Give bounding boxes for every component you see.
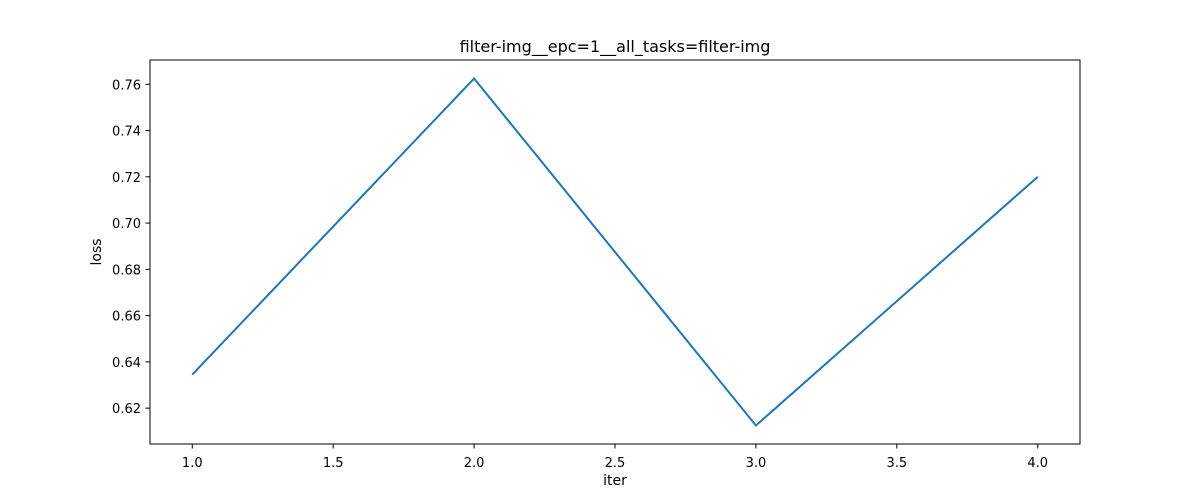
series-line bbox=[191, 76, 1039, 427]
y-axis-label: loss bbox=[89, 238, 105, 265]
y-tick-label: 0.70 bbox=[112, 217, 141, 232]
x-tick-label: 3.5 bbox=[886, 456, 907, 471]
x-tick-label: 3.0 bbox=[746, 456, 767, 471]
y-tick-label: 0.74 bbox=[112, 125, 141, 140]
x-axis: 1.0 1.5 2.0 2.5 3.0 3.5 4.0 bbox=[182, 444, 1048, 471]
x-tick-label: 1.0 bbox=[182, 456, 203, 471]
x-tick-label: 2.5 bbox=[605, 456, 626, 471]
series-layer bbox=[191, 76, 1039, 427]
x-axis-label: iter bbox=[603, 473, 627, 489]
chart-title: filter-img__epc=1__all_tasks=filter-img bbox=[460, 37, 771, 57]
x-tick-label: 4.0 bbox=[1027, 456, 1048, 471]
y-tick-label: 0.62 bbox=[112, 402, 141, 417]
y-tick-label: 0.66 bbox=[112, 310, 141, 325]
y-axis: 0.62 0.64 0.66 0.68 0.70 0.72 0.74 0.76 bbox=[112, 78, 150, 417]
x-tick-label: 2.0 bbox=[464, 456, 485, 471]
y-tick-label: 0.76 bbox=[112, 78, 141, 93]
y-tick-label: 0.68 bbox=[112, 263, 141, 278]
y-tick-label: 0.72 bbox=[112, 171, 141, 186]
x-tick-label: 1.5 bbox=[323, 456, 344, 471]
y-tick-label: 0.64 bbox=[112, 356, 141, 371]
